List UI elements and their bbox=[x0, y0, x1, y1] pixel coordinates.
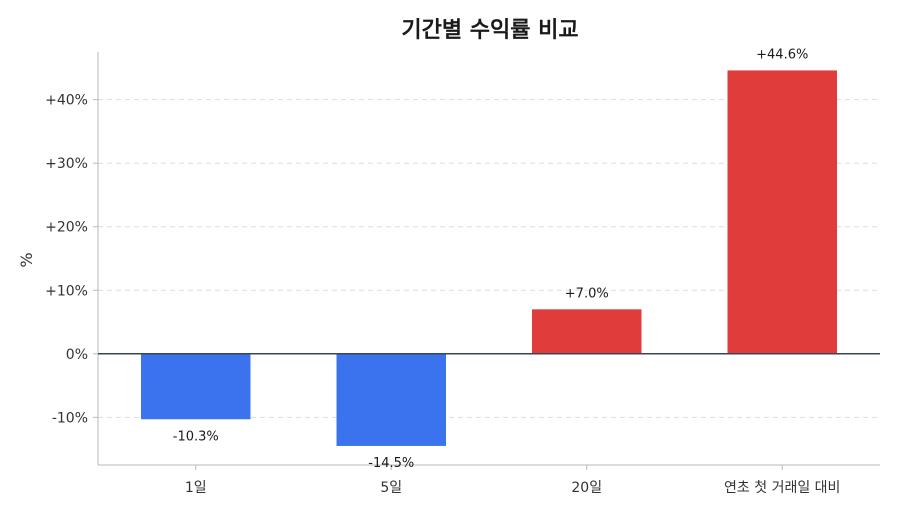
data-labels: -10.3% -14.5% +7.0% +44.6% bbox=[173, 47, 809, 471]
bar bbox=[141, 353, 251, 420]
chart-title: 기간별 수익률 비교 bbox=[401, 18, 578, 43]
y-tick-label: +40% bbox=[45, 93, 88, 109]
y-tick-label: +30% bbox=[45, 156, 88, 172]
y-tick-label: +20% bbox=[45, 220, 88, 236]
bar bbox=[532, 309, 642, 354]
data-label: -10.3% bbox=[173, 429, 219, 444]
data-label: -14.5% bbox=[368, 456, 414, 471]
x-tick-label: 연초 첫 거래일 대비 bbox=[724, 480, 840, 496]
x-tick-label: 1일 bbox=[185, 480, 207, 496]
bar bbox=[336, 353, 446, 446]
y-tick-labels: -10% 0% +10% +20% +30% +40% bbox=[45, 93, 98, 426]
y-tick-label: -10% bbox=[52, 410, 88, 426]
x-tick-label: 5일 bbox=[380, 480, 402, 496]
x-tick-label: 20일 bbox=[571, 480, 602, 496]
y-axis-label: % bbox=[17, 252, 36, 267]
bar bbox=[727, 70, 837, 354]
data-label: +7.0% bbox=[565, 286, 609, 301]
data-label: +44.6% bbox=[756, 47, 808, 62]
x-tick-labels: 1일 5일 20일 연초 첫 거래일 대비 bbox=[185, 465, 840, 496]
y-tick-label: +10% bbox=[45, 283, 88, 299]
bars bbox=[141, 70, 837, 446]
y-tick-label: 0% bbox=[66, 347, 88, 363]
